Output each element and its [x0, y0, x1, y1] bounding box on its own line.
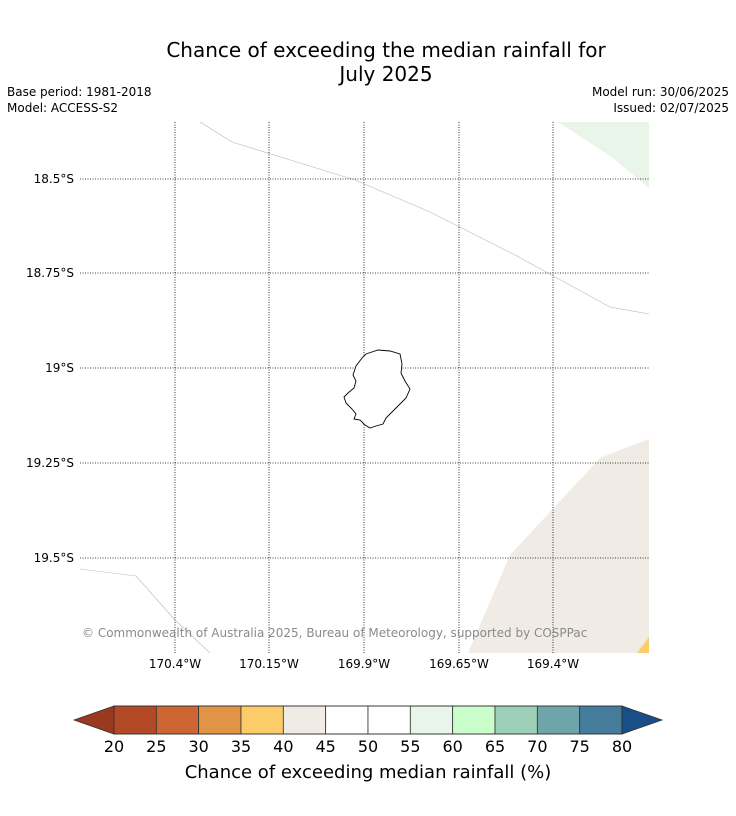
colorbar-tick-label: 35: [230, 737, 252, 756]
meta-left: Base period: 1981-2018 Model: ACCESS-S2: [7, 84, 152, 116]
colorbar-under-arrow: [72, 705, 115, 735]
colorbar-tick-label: 65: [484, 737, 506, 756]
issued-date: Issued: 02/07/2025: [613, 101, 729, 115]
colorbar-cell: [367, 705, 411, 735]
niue-island-outline: [343, 349, 411, 429]
copyright-notice: © Commonwealth of Australia 2025, Bureau…: [82, 626, 587, 640]
colorbar: [72, 705, 664, 735]
lon-label-169-65: 169.65°W: [429, 657, 489, 671]
colorbar-cells: [113, 705, 623, 735]
colorbar-tick-label: 50: [357, 737, 379, 756]
colorbar-over-arrow: [621, 705, 664, 735]
colorbar-tick-label: 20: [103, 737, 125, 756]
colorbar-cell: [325, 705, 369, 735]
colorbar-tick-label: 25: [146, 737, 167, 756]
lon-label-169-4: 169.4°W: [526, 657, 580, 671]
map-area: © Commonwealth of Australia 2025, Bureau…: [80, 122, 649, 653]
region-45-50-percent: [468, 439, 649, 653]
colorbar-tick-label: 45: [315, 737, 336, 756]
colorbar-tick-label: 70: [527, 737, 548, 756]
lat-label-19-25: 19.25°S: [26, 456, 74, 470]
lat-label-19-5: 19.5°S: [33, 551, 74, 565]
model-name: Model: ACCESS-S2: [7, 101, 119, 115]
colorbar-cell: [113, 705, 157, 735]
base-period: Base period: 1981-2018: [7, 85, 152, 99]
title-line-2: July 2025: [339, 62, 433, 86]
colorbar-cell: [240, 705, 284, 735]
lat-label-18-5: 18.5°S: [33, 172, 74, 186]
colorbar-tick-label: 80: [611, 737, 633, 756]
colorbar-cell: [452, 705, 496, 735]
lon-label-169-9: 169.9°W: [337, 657, 391, 671]
colorbar-cell: [282, 705, 327, 735]
map-title: Chance of exceeding the median rainfall …: [0, 38, 736, 86]
colorbar-cell: [155, 705, 200, 735]
colorbar-cell: [579, 705, 623, 735]
lat-label-19: 19°S: [45, 361, 74, 375]
colorbar-tick-label: 55: [400, 737, 421, 756]
colorbar-cell: [536, 705, 581, 735]
model-run: Model run: 30/06/2025: [591, 85, 729, 99]
colorbar-tick-label: 75: [569, 737, 590, 756]
colorbar-cell: [494, 705, 538, 735]
lon-label-170-15: 170.15°W: [239, 657, 299, 671]
eez-boundary-southwest: [80, 568, 211, 653]
colorbar-tick-label: 40: [273, 737, 294, 756]
region-35-40-percent: [637, 637, 649, 653]
colorbar-title: Chance of exceeding median rainfall (%): [184, 762, 552, 783]
lat-label-18-75: 18.75°S: [26, 266, 74, 280]
lon-label-170-4: 170.4°W: [148, 657, 202, 671]
eez-boundary-north: [199, 122, 649, 315]
colorbar-tick-label: 60: [442, 737, 463, 756]
region-55-60-percent: [558, 122, 649, 188]
meta-right: Model run: 30/06/2025 Issued: 02/07/2025: [592, 84, 729, 116]
colorbar-cell: [198, 705, 242, 735]
colorbar-frame: [113, 705, 623, 735]
colorbar-cell: [409, 705, 454, 735]
colorbar-tick-label: 30: [188, 737, 209, 756]
title-line-1: Chance of exceeding the median rainfall …: [166, 38, 606, 62]
